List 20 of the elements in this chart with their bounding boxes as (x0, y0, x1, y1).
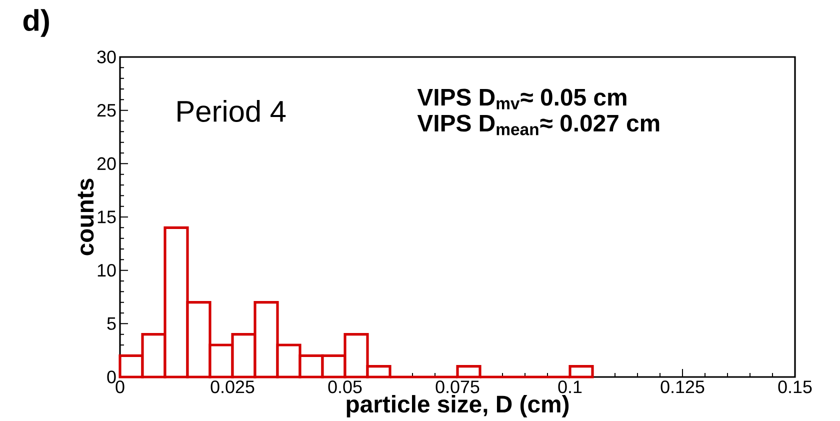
x-tick-label: 0.125 (660, 380, 704, 394)
y-tick-label: 15 (98, 210, 116, 224)
x-axis-title: particle size, D (cm) (346, 395, 569, 418)
y-tick-label: 0 (107, 370, 116, 384)
x-tick-label: 0.15 (778, 380, 812, 394)
x-tick-label: 0.1 (558, 380, 582, 394)
y-tick-label: 30 (97, 50, 116, 64)
x-tick-label: 0.025 (210, 380, 254, 394)
annotation: VIPS D$_{mv}$≈ 0.05 cm (417, 88, 626, 110)
x-tick-label: 0.075 (436, 380, 480, 394)
y-axis-title: counts (78, 178, 94, 256)
x-tick-label: 0.05 (328, 380, 362, 394)
annotation: VIPS D$_{mean}$≈ 0.027 cm (417, 114, 660, 136)
y-tick-label: 25 (97, 104, 116, 117)
y-tick-label: 5 (107, 317, 116, 330)
y-tick-label: 10 (98, 264, 116, 277)
y-tick-label: 20 (97, 157, 116, 170)
annotation: Period 4 (178, 100, 286, 122)
x-tick-label: 0 (116, 380, 124, 394)
text: d) (23, 9, 49, 37)
